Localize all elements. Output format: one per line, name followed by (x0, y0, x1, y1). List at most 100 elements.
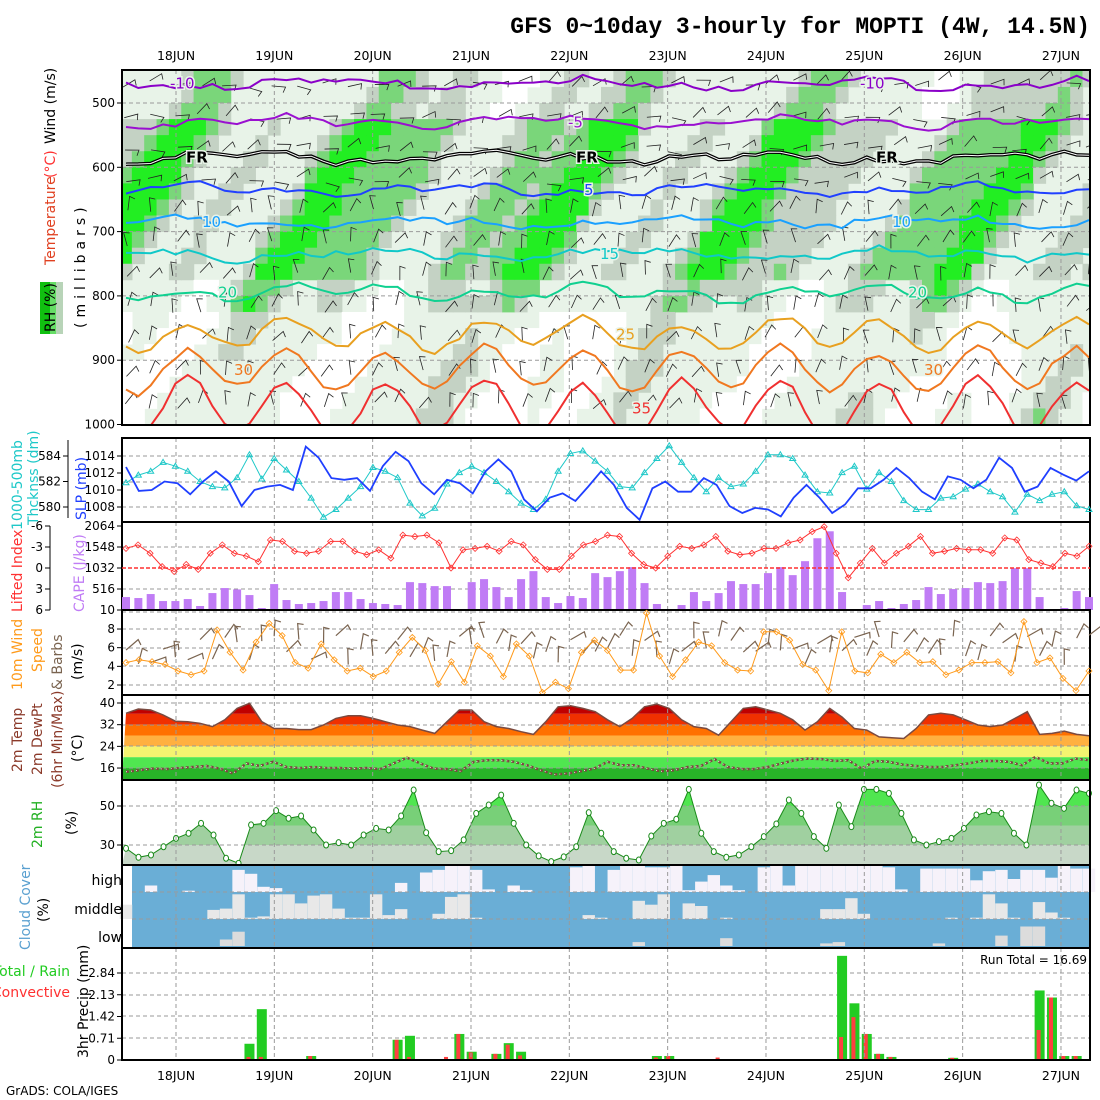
wind-point (903, 648, 911, 656)
cape-bar (591, 573, 600, 610)
precip-convective-bar (1048, 997, 1053, 1060)
rh-cell (563, 183, 577, 200)
rh-cell (563, 231, 577, 249)
rh-cell (489, 263, 503, 281)
wind-barb (1036, 392, 1043, 407)
wind-barb (621, 105, 636, 114)
li-point (760, 544, 768, 552)
rh-cell (971, 376, 985, 393)
li-point (1001, 534, 1009, 542)
thickness-point (1072, 501, 1081, 509)
rh-cell (354, 263, 368, 281)
wind-barb (989, 264, 996, 279)
rh-cell (909, 408, 923, 425)
li-point (640, 560, 648, 569)
wind-barb (324, 148, 340, 155)
thickness-point (393, 473, 402, 481)
rh-cell (551, 103, 565, 120)
rh-cell (884, 231, 898, 249)
wind-point (590, 636, 599, 644)
thickness-point (220, 483, 229, 491)
cloud-high-bar (394, 882, 408, 892)
rh-cell (983, 360, 997, 377)
wind-barb (421, 636, 434, 653)
wind-barb (742, 139, 757, 148)
rh-cell (317, 344, 331, 361)
rh-cell (551, 311, 565, 329)
rh-cell (946, 231, 960, 249)
thickness-point (492, 477, 501, 484)
wind-barb (644, 630, 661, 642)
rh-cell (712, 231, 726, 249)
wind-barb (269, 390, 277, 405)
rh-cell (601, 135, 614, 152)
rh-cell (122, 328, 133, 345)
wind-barb (622, 175, 637, 183)
wind-point (148, 658, 156, 666)
wind-point (395, 648, 403, 656)
rh-cell (131, 135, 145, 152)
rh-cell (576, 376, 590, 393)
cloud-middle-bar (845, 898, 858, 919)
wind-barb (546, 230, 555, 246)
wind-point (421, 646, 429, 655)
precip-convective-bar (493, 1053, 498, 1060)
rh-point (298, 812, 305, 820)
rh-cell (551, 231, 565, 249)
rh-cell (526, 119, 540, 136)
wind-barb (644, 165, 658, 177)
rh-cell (798, 215, 812, 233)
wind-barb (444, 78, 458, 87)
wind-barb (597, 150, 612, 158)
rh-cell (526, 247, 540, 265)
rh-cell (526, 263, 540, 281)
thickness-point (1023, 490, 1032, 497)
wind-barb (350, 112, 365, 119)
wind-barb (744, 325, 755, 340)
rh-cell (122, 247, 133, 265)
cape-bar (344, 592, 353, 610)
thickness-point (714, 473, 723, 481)
rh-cell (304, 215, 318, 233)
wind-barb (473, 234, 486, 246)
cape-bar (492, 587, 501, 610)
date-label: 18JUN (157, 48, 195, 63)
cloud-middle-bar (432, 913, 445, 919)
rh-cell (675, 279, 689, 297)
rh-cell (1082, 215, 1090, 233)
rh-cell (650, 344, 664, 361)
rh-cell (1033, 263, 1047, 281)
wind-barb (149, 267, 163, 279)
rh-cell (122, 231, 133, 249)
thickness-point (690, 473, 698, 481)
wind-barb (171, 298, 178, 313)
wind-barb (766, 295, 774, 311)
rh-cell (761, 151, 775, 168)
wind-barb (225, 360, 233, 375)
rh-cell (415, 167, 429, 184)
wind-barb (249, 262, 259, 278)
rh-cell (638, 119, 652, 136)
rh-cell (909, 183, 923, 200)
rh-cell (255, 311, 269, 329)
cape-bar (986, 583, 995, 610)
rh-cell (983, 328, 997, 345)
wind-barb (1063, 648, 1071, 665)
cape-tick-label: 1032 (84, 561, 115, 575)
rh-cell (1057, 392, 1071, 409)
li-point (928, 549, 937, 557)
temperature-band (122, 735, 1090, 747)
wind-barb (492, 261, 499, 276)
wind-barb (571, 75, 585, 87)
wind-point (721, 659, 729, 667)
wind-barb (248, 87, 263, 97)
wind-barb (522, 392, 533, 407)
li-point (194, 565, 202, 573)
rh-cell (502, 360, 516, 377)
rh-cell (576, 328, 590, 345)
wind-barb (714, 322, 721, 338)
precip-convective-bar (876, 1053, 881, 1060)
wind-barb (690, 197, 699, 212)
isotherm-label: 30 (924, 361, 943, 379)
